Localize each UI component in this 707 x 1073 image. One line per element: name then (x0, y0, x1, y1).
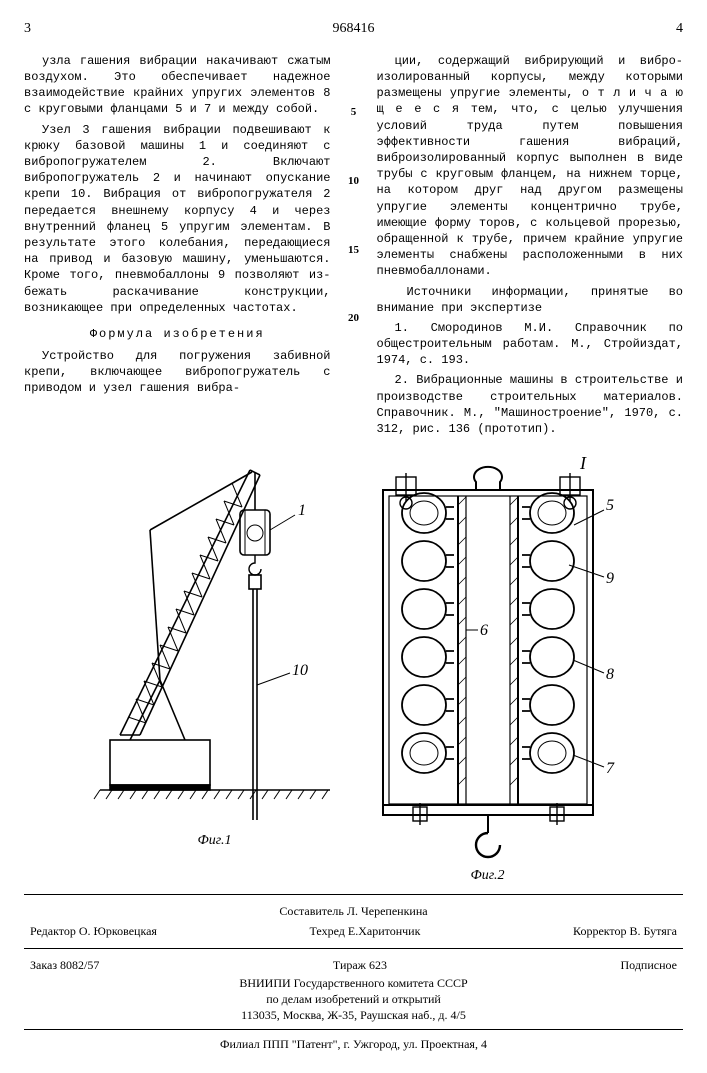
staff-row: Редактор О. Юрковецкая Техред Е.Харитонч… (24, 921, 683, 941)
address-line: 113035, Москва, Ж-35, Раушская наб., д. … (24, 1007, 683, 1023)
figure-2: 5 9 6 8 7 I Фиг.2 (358, 455, 618, 886)
paragraph: Узел 3 гашения вибрации подвеши­вают к к… (24, 122, 331, 316)
col-number-left: 3 (24, 20, 31, 39)
figure-1: 1 10 Фиг.1 (90, 455, 340, 886)
sign: Подписное (621, 957, 678, 973)
corrector: Корректор В. Бутяга (573, 923, 677, 939)
line-marker: 20 (348, 311, 359, 326)
figure-1-label: Фиг.1 (90, 832, 340, 851)
reference: 1. Смородинов М.И. Справочник по общестр… (377, 320, 684, 369)
callout-5: 5 (606, 497, 614, 514)
paragraph: ции, содержащий вибрирующий и вибро­изол… (377, 53, 684, 280)
col-number-right: 4 (676, 20, 683, 39)
org-line-2: по делам изобретений и открытий (24, 991, 683, 1007)
callout-6: 6 (480, 622, 488, 639)
order-number: Заказ 8082/57 (30, 957, 99, 973)
reference: 2. Вибрационные машины в строи­тельстве … (377, 372, 684, 437)
sources-title: Источники информации, принятые во вниман… (377, 284, 684, 316)
paragraph: Устройство для погружения забив­ной креп… (24, 348, 331, 397)
line-marker: 10 (348, 174, 359, 189)
divider (24, 1029, 683, 1030)
editor: Редактор О. Юрковецкая (30, 923, 157, 939)
callout-7: 7 (606, 760, 615, 777)
tiraj: Тираж 623 (333, 957, 387, 973)
composer-line: Составитель Л. Черепенкина (24, 901, 683, 921)
section-marker: I (579, 455, 587, 473)
line-number-gutter: 5 10 15 20 (347, 53, 361, 441)
formula-title: Формула изобретения (24, 326, 331, 342)
document-number: 968416 (333, 20, 375, 39)
techred: Техред Е.Харитончик (310, 923, 421, 939)
callout-8: 8 (606, 666, 614, 683)
figures-block: 1 10 Фиг.1 (24, 455, 683, 886)
text-columns: узла гашения вибрации накачивают сжа­тым… (24, 53, 683, 441)
composer-name: Л. Черепенкина (347, 904, 428, 918)
line-marker: 15 (348, 243, 359, 258)
callout-9: 9 (606, 570, 614, 587)
credits-block: Составитель Л. Черепенкина Редактор О. Ю… (24, 901, 683, 1052)
figure-1-svg: 1 10 (90, 455, 340, 825)
footer-line: Филиал ППП "Патент", г. Ужгород, ул. Про… (24, 1036, 683, 1052)
figure-2-svg: 5 9 6 8 7 I (358, 455, 618, 860)
left-column: узла гашения вибрации накачивают сжа­тым… (24, 53, 331, 441)
page-header: 3 968416 4 (24, 20, 683, 39)
org-line-1: ВНИИПИ Государственного комитета СССР (24, 975, 683, 991)
paragraph: узла гашения вибрации накачивают сжа­тым… (24, 53, 331, 118)
right-column: ции, содержащий вибрирующий и вибро­изол… (377, 53, 684, 441)
line-marker: 5 (351, 105, 357, 120)
composer-label: Составитель (279, 904, 343, 918)
print-row: Заказ 8082/57 Тираж 623 Подписное (24, 955, 683, 975)
figure-2-label: Фиг.2 (358, 867, 618, 886)
divider (24, 894, 683, 895)
callout-1: 1 (298, 502, 306, 519)
divider (24, 948, 683, 949)
callout-10: 10 (292, 662, 308, 679)
